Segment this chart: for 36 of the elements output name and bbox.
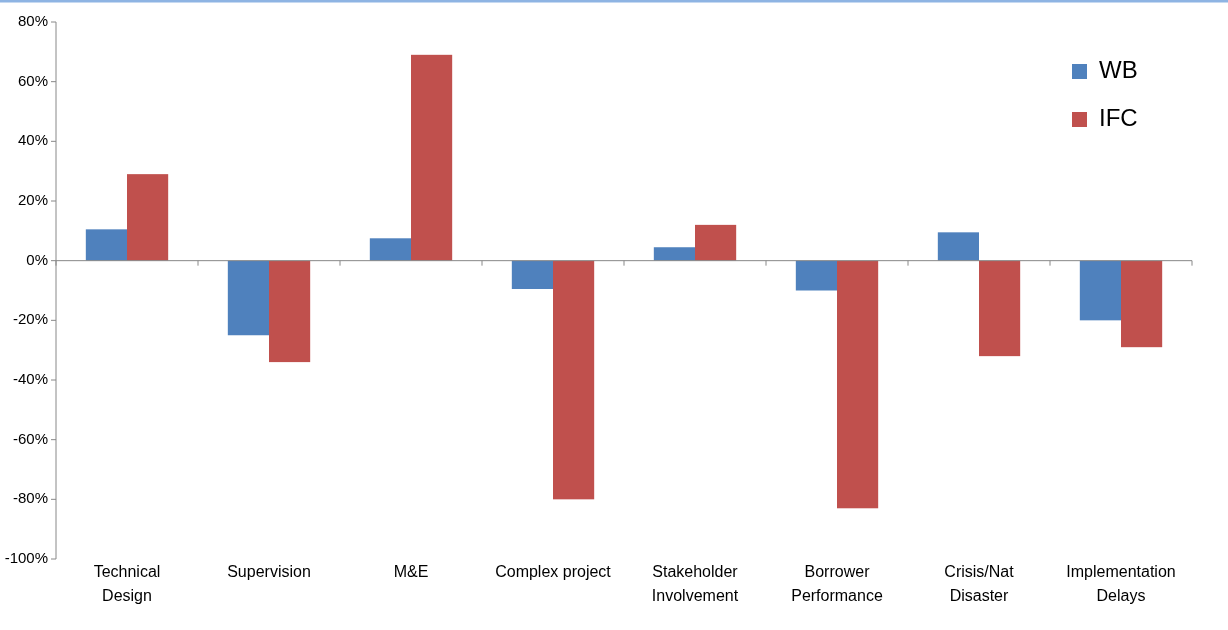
x-tick-label: Crisis/Nat Disaster xyxy=(944,563,1015,604)
y-tick-label: -100% xyxy=(4,548,48,566)
x-tick-label: Supervision xyxy=(227,563,311,580)
bar xyxy=(653,247,695,261)
y-tick-label: -60% xyxy=(12,429,48,447)
y-tick-label: -80% xyxy=(12,489,48,507)
bar xyxy=(227,260,269,336)
y-tick-label: 0% xyxy=(26,250,48,268)
bar xyxy=(511,260,553,290)
bar xyxy=(1079,260,1121,321)
x-tick-label: Stakeholder Involvement xyxy=(651,563,739,604)
y-tick-label: 40% xyxy=(17,131,48,149)
x-tick-label: Implementation Delays xyxy=(1066,563,1176,604)
bar xyxy=(411,54,453,261)
x-tick-label: Technical Design xyxy=(93,563,161,604)
bar xyxy=(269,260,311,363)
bar xyxy=(837,260,879,509)
bar xyxy=(979,260,1021,357)
y-tick-label: -40% xyxy=(12,369,48,387)
y-tick-label: 60% xyxy=(17,71,48,89)
bar xyxy=(85,229,127,261)
bar xyxy=(127,174,169,261)
x-tick-label: Complex project xyxy=(495,563,612,580)
bar xyxy=(1121,260,1163,348)
legend-label: IFC xyxy=(1099,104,1138,132)
bar xyxy=(937,232,979,261)
bar xyxy=(369,238,411,261)
bar xyxy=(553,260,595,500)
bar xyxy=(695,224,737,261)
y-tick-label: 20% xyxy=(17,190,48,208)
x-tick-label: Borrower Performance xyxy=(791,563,883,604)
x-tick-label: M&E xyxy=(393,563,429,580)
y-tick-label: 80% xyxy=(17,11,48,29)
y-tick-label: -20% xyxy=(12,310,48,328)
legend-label: WB xyxy=(1099,56,1138,84)
bar xyxy=(795,260,837,291)
